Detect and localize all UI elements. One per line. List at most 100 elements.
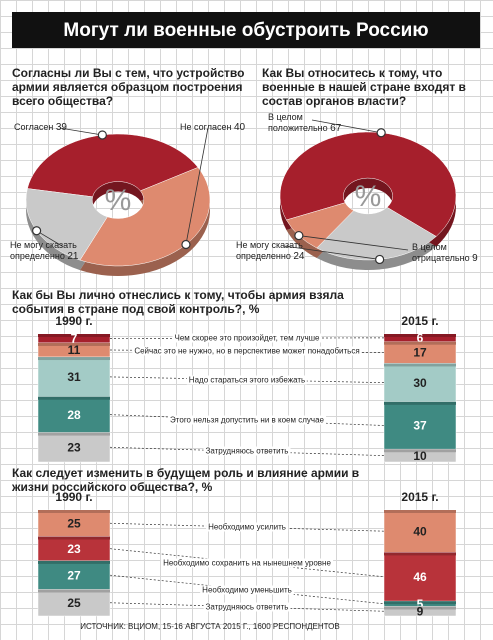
slice-name: В целом отрицательно <box>412 242 470 263</box>
slice-name: Согласен <box>14 122 54 132</box>
value-label: 27 <box>67 568 81 582</box>
slice-value: 9 <box>472 253 478 264</box>
slice-name: Не могу сказать определенно <box>10 240 77 261</box>
bar-segment-top <box>384 334 456 337</box>
slice-label: Не могу сказать определенно 21 <box>10 240 90 262</box>
value-label: 6 <box>417 331 424 345</box>
slice <box>25 188 108 261</box>
bar-segment-top <box>38 589 110 593</box>
series-label: Чем скорее это произойдет, тем лучше <box>172 333 322 343</box>
year-label: 2015 г. <box>401 490 439 504</box>
bar-segment-top <box>38 510 110 513</box>
series-label: Необходимо усилить <box>206 522 288 532</box>
series-label: Необходимо уменьшить <box>200 585 294 594</box>
series-label: Сейчас это не нужно, но в перспективе мо… <box>132 346 362 356</box>
leader-line <box>283 245 380 260</box>
slice-label: Не могу сказать определенно 24 <box>236 240 316 262</box>
bar-segment-top <box>38 432 110 436</box>
value-label: 40 <box>413 524 427 538</box>
value-label: 31 <box>67 370 81 384</box>
slice-label: Не согласен 40 <box>180 122 245 133</box>
bar-segment <box>383 363 457 403</box>
series-label: Затрудняюсь ответить <box>203 446 291 456</box>
value-label: 7 <box>71 332 78 346</box>
series-label: Надо стараться этого избежать <box>186 375 308 385</box>
value-label: 46 <box>413 570 427 584</box>
bar-segment-top <box>384 510 456 513</box>
title-banner <box>12 12 480 48</box>
value-label: 23 <box>67 542 81 556</box>
center-label: % <box>355 180 382 213</box>
series-label: Затрудняюсь ответить <box>203 602 291 612</box>
slice <box>279 131 457 237</box>
value-label: 23 <box>67 440 81 454</box>
leader-dot <box>294 230 304 241</box>
question: Как Вы относитесь к тому, что военные в … <box>262 66 466 108</box>
leader-dot <box>375 254 385 265</box>
value-label: 17 <box>413 346 427 360</box>
bar-segment <box>37 509 111 537</box>
slice-value: 24 <box>293 251 305 262</box>
leader-line <box>36 230 63 247</box>
slice-value: 39 <box>55 122 67 133</box>
slice <box>316 207 437 261</box>
page-title: Могут ли военные обустроить Россию <box>63 20 428 41</box>
bar-segment-top <box>384 552 456 556</box>
slice <box>27 133 199 198</box>
year-label: 2015 г. <box>401 314 439 328</box>
source: ИСТОЧНИК: ВЦИОМ, 15-16 АВГУСТА 2015 Г., … <box>80 622 340 631</box>
bar-segment-top <box>38 536 110 540</box>
slice-value: 21 <box>67 251 79 262</box>
value-label: 11 <box>68 343 81 357</box>
bar-segment-top <box>384 449 456 453</box>
bar-segment-top <box>384 363 456 367</box>
slice-label: В целом отрицательно 9 <box>412 242 492 264</box>
value-label: 25 <box>67 516 81 530</box>
bar-segment-top <box>384 401 456 405</box>
value-label: 28 <box>67 408 81 422</box>
slice-name: Не могу сказать определенно <box>236 240 303 261</box>
leader-dot <box>181 239 191 250</box>
slice-name: В целом положительно <box>268 112 328 133</box>
leader-dot <box>376 128 386 138</box>
leader-line <box>311 119 382 134</box>
bar-segment-top <box>38 396 110 400</box>
value-label: 30 <box>413 376 427 390</box>
leader-line <box>185 127 209 245</box>
bar-segment-top <box>384 606 456 610</box>
bar-segment <box>383 401 457 450</box>
slice-name: Не согласен <box>180 122 232 132</box>
bar-segment <box>37 432 111 463</box>
value-label: 37 <box>413 419 427 433</box>
bar-segment-top <box>38 357 110 361</box>
leader-line <box>298 235 409 251</box>
value-label: 9 <box>417 604 424 618</box>
year-label: 1990 г. <box>55 314 93 328</box>
value-label: 10 <box>413 449 427 463</box>
center-label: % <box>105 184 132 217</box>
question: Как следует изменить в будущем роль и вл… <box>12 466 360 494</box>
bar-segment-top <box>38 560 110 564</box>
bar-segment-top <box>384 601 456 605</box>
bar-segment-top <box>38 334 110 337</box>
bar-segment <box>37 589 111 617</box>
bar-segment-top <box>38 342 110 346</box>
question: Как бы Вы лично отнеслись к тому, чтобы … <box>12 288 344 316</box>
question: Согласны ли Вы с тем, что устройство арм… <box>12 66 245 108</box>
value-label: 25 <box>67 596 81 610</box>
year-label: 1990 г. <box>55 490 93 504</box>
bar-segment-top <box>384 341 456 345</box>
leader-line <box>59 127 103 136</box>
value-label: 5 <box>417 597 424 611</box>
slice-label: Согласен 39 <box>14 122 67 133</box>
slice-label: В целом положительно 67 <box>268 112 348 134</box>
leader-dot <box>97 130 107 140</box>
slice-value: 67 <box>330 123 342 134</box>
leader-dot <box>32 226 42 236</box>
slice-value: 40 <box>233 122 246 133</box>
slice <box>79 167 211 267</box>
series-label: Необходимо сохранить на нынешнем уровне <box>161 558 333 568</box>
series-label: Этого нельзя допустить ни в коем случае <box>168 415 326 425</box>
